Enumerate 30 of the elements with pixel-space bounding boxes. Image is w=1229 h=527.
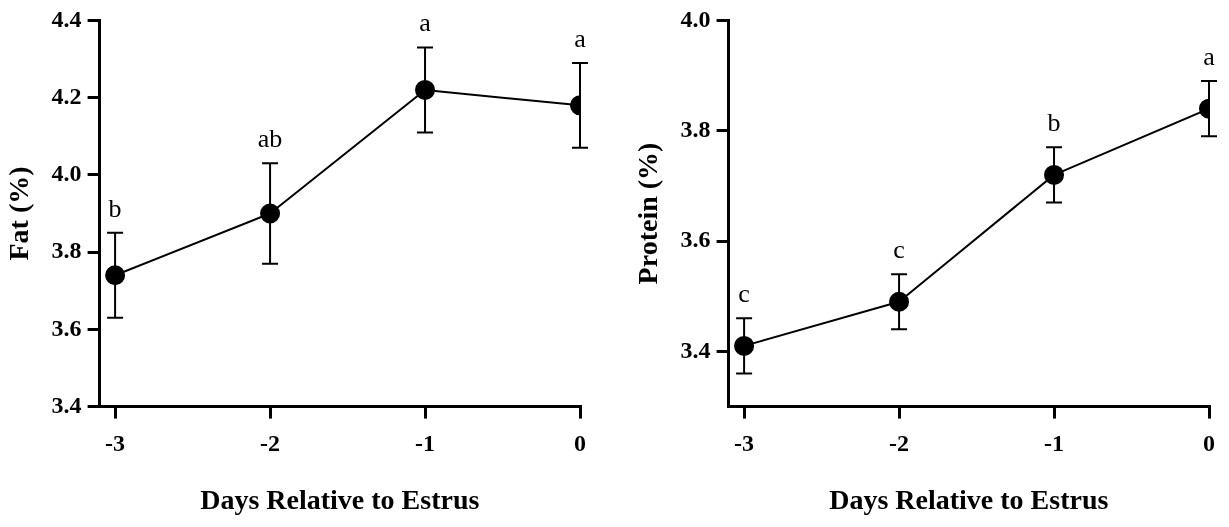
x-tick-label: 0: [1203, 430, 1215, 457]
annotation: b: [108, 193, 122, 223]
x-tick-label: -1: [415, 430, 436, 457]
y-axis-title: Fat (%): [3, 166, 35, 261]
x-tick-label: -3: [734, 430, 755, 457]
x-tick-label: 0: [574, 430, 586, 457]
annotation: a: [419, 8, 432, 38]
y-tick-label: 3.8: [51, 237, 82, 264]
annotation: a: [574, 23, 587, 53]
annotation: b: [1047, 108, 1061, 138]
y-axis-title: Protein (%): [632, 142, 664, 285]
y-tick-label: 4.2: [51, 82, 82, 109]
y-tick-label: 3.4: [51, 391, 82, 418]
annotation: ab: [257, 124, 283, 154]
x-axis-title: Days Relative to Estrus: [829, 484, 1109, 516]
y-tick-label: 3.4: [680, 336, 711, 363]
y-tick-label: 3.8: [680, 115, 711, 142]
x-tick-label: -2: [889, 430, 910, 457]
y-tick-label: 4.0: [680, 5, 711, 32]
x-tick-label: -2: [260, 430, 281, 457]
x-tick-label: -3: [105, 430, 126, 457]
y-tick-label: 4.4: [51, 5, 82, 32]
annotation: c: [738, 279, 750, 309]
x-axis-title: Days Relative to Estrus: [200, 484, 480, 516]
annotation: a: [1203, 41, 1216, 71]
y-tick-label: 3.6: [680, 226, 711, 253]
annotation: c: [893, 235, 905, 265]
y-tick-label: 3.6: [51, 314, 82, 341]
y-tick-label: 4.0: [51, 160, 82, 187]
x-tick-label: -1: [1044, 430, 1065, 457]
